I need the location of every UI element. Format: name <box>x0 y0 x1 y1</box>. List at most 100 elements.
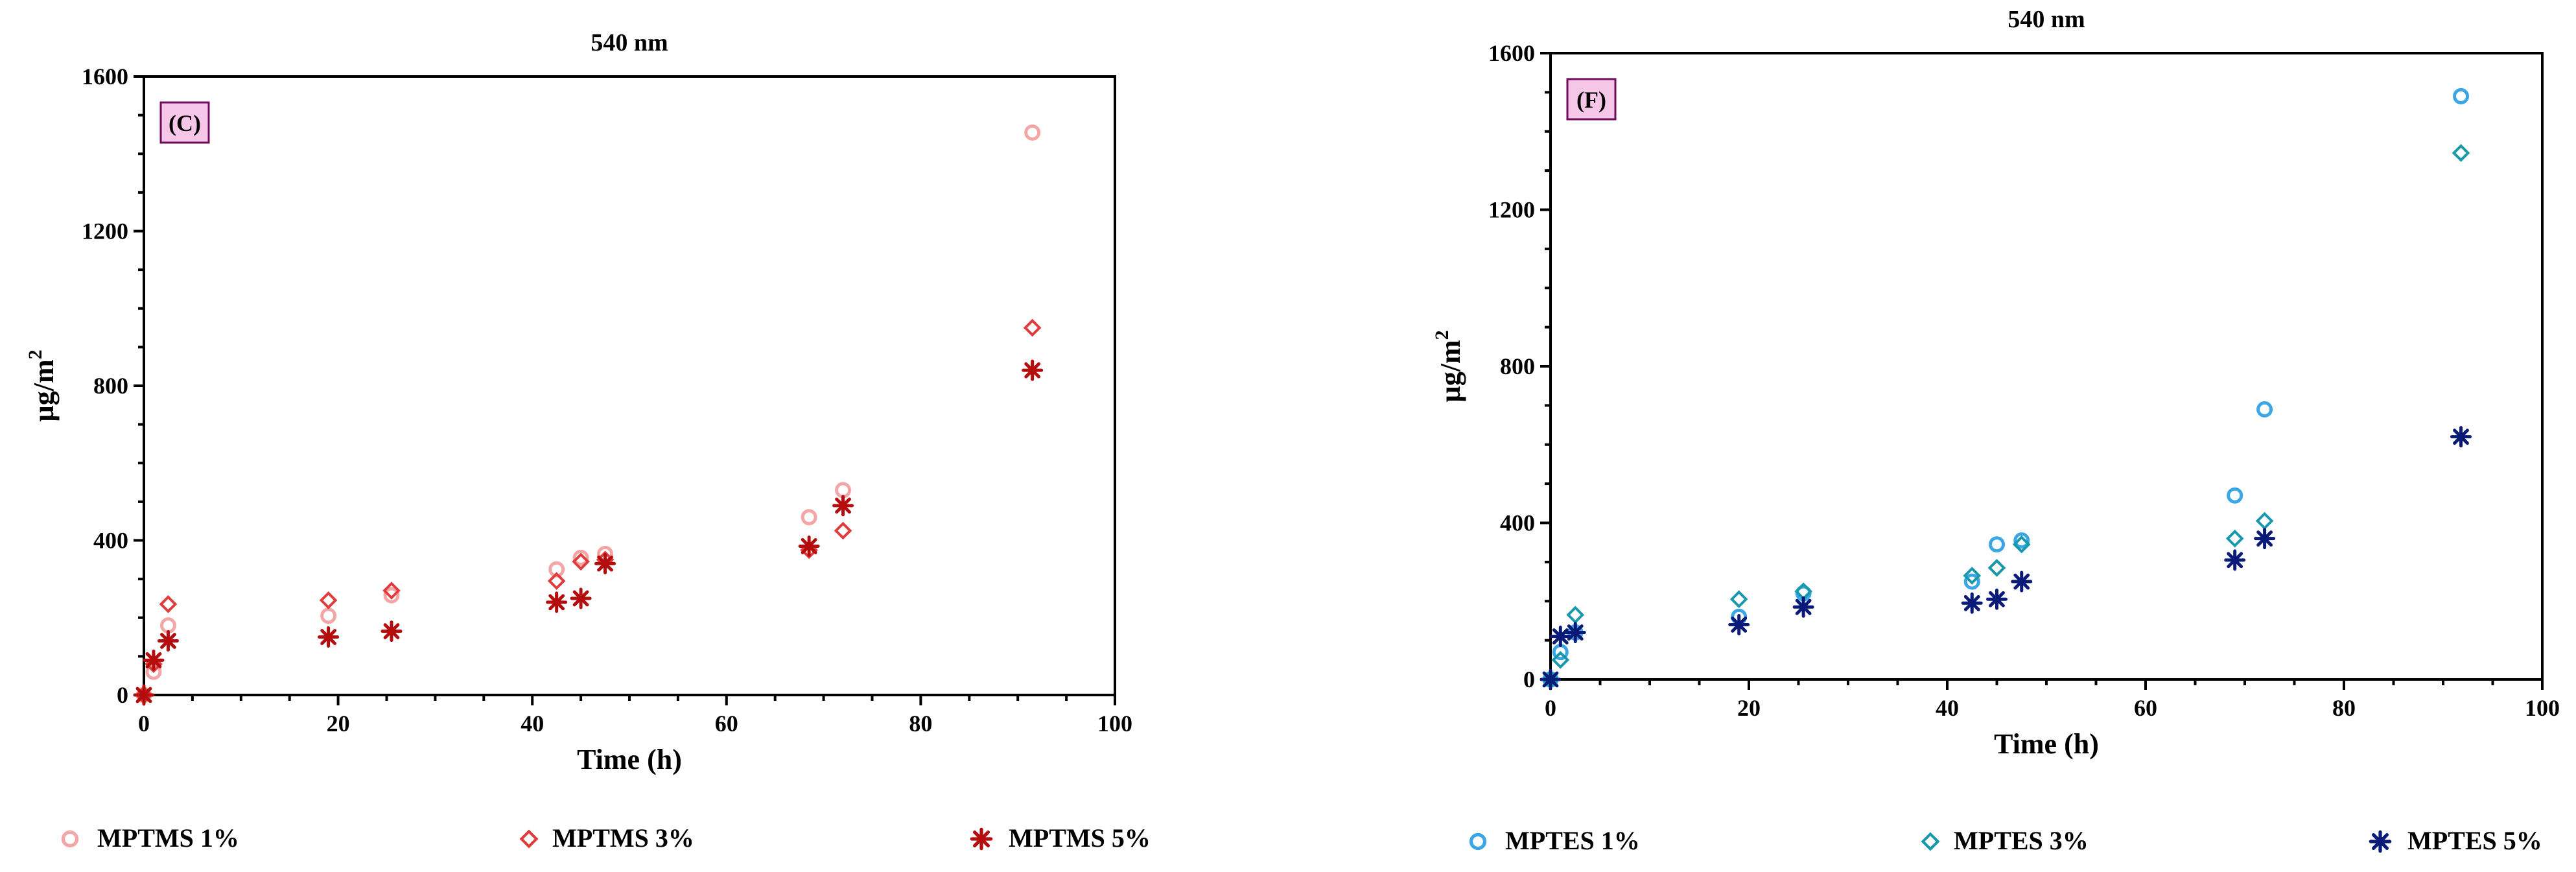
y-tick-label-f: 0 <box>1523 666 1535 692</box>
series-f-2 <box>1540 426 2472 690</box>
data-point-asterisk <box>1564 622 1586 644</box>
data-point-circle <box>2013 532 2030 549</box>
data-point-asterisk <box>570 587 592 609</box>
y-tick-label-c: 0 <box>117 682 128 708</box>
data-point-diamond <box>1023 318 1042 337</box>
legend-marker-f-0 <box>1469 832 1487 851</box>
data-point-asterisk <box>1022 359 1044 381</box>
data-point-asterisk <box>1540 668 1562 690</box>
data-point-diamond <box>382 582 401 600</box>
y-axis-label-c: µg/m2 <box>25 349 60 421</box>
data-point-circle <box>2453 88 2470 104</box>
legend-marker-c-1 <box>519 829 539 849</box>
y-axis-label-f: µg/m2 <box>1431 330 1466 402</box>
data-point-diamond <box>1551 650 1570 669</box>
data-point-asterisk <box>1792 596 1814 618</box>
x-axis-label-c: Time (h) <box>577 744 682 775</box>
data-point-asterisk <box>1549 626 1571 648</box>
chart-panel-c: 540 nm 0 400 800 1200 1600 0 20 40 60 80 100 Time (h… <box>25 29 1151 853</box>
data-point-circle <box>801 509 817 526</box>
data-point-asterisk <box>381 620 403 642</box>
data-point-asterisk <box>798 535 820 557</box>
series-c-2 <box>133 359 1044 706</box>
data-point-asterisk <box>1986 588 2008 610</box>
x-tick-label-f: 0 <box>1545 695 1556 721</box>
data-point-circle <box>383 587 400 604</box>
legend-label-c-1: MPTMS 3% <box>552 823 694 853</box>
data-point-diamond <box>834 521 852 540</box>
data-point-asterisk <box>143 649 165 671</box>
legend-label-c-0: MPTMS 1% <box>97 823 239 853</box>
legend-marker-f-1 <box>1921 832 1940 851</box>
y-axis-label-text-c: µg/m <box>28 359 60 421</box>
data-point-asterisk <box>1728 613 1750 635</box>
x-tick-label-c: 80 <box>909 711 932 736</box>
y-axis-label-text-f: µg/m <box>1434 340 1466 402</box>
data-point-asterisk <box>2450 426 2472 448</box>
y-tick-label-c: 1600 <box>82 64 128 89</box>
x-tick-label-c: 40 <box>521 711 544 736</box>
data-point-diamond <box>2225 529 2244 548</box>
data-point-asterisk <box>157 630 179 652</box>
x-tick-label-c: 60 <box>715 711 738 736</box>
data-point-diamond <box>547 572 566 590</box>
data-point-diamond <box>2012 535 2031 554</box>
data-point-asterisk <box>594 552 616 574</box>
legend-label-c-2: MPTMS 5% <box>1009 823 1151 853</box>
data-point-circle <box>2227 487 2243 504</box>
y-tick-label-c: 800 <box>93 373 128 399</box>
data-point-circle <box>548 561 565 578</box>
y-tick-label-f: 1200 <box>1488 197 1535 223</box>
x-tick-label-f: 60 <box>2134 695 2157 721</box>
legend-label-f-2: MPTES 5% <box>2407 826 2542 855</box>
data-point-diamond <box>1963 567 1982 585</box>
x-axis-label-f: Time (h) <box>1994 728 2099 760</box>
chart-panel-f: 540 nm 0 400 800 1200 1600 0 20 40 60 80 100 Time (h… <box>1431 6 2560 855</box>
panel-label-box-f <box>1566 78 1617 121</box>
panel-label-box-c <box>159 101 210 144</box>
x-tick-label-f: 40 <box>1936 695 1959 721</box>
legend-marker-c-0 <box>61 830 79 848</box>
data-point-asterisk <box>2254 528 2276 550</box>
legend-marker-c-2 <box>970 827 993 851</box>
x-tick-label-f: 80 <box>2332 695 2356 721</box>
data-point-asterisk <box>133 684 155 706</box>
y-tick-label-f: 400 <box>1500 510 1535 536</box>
y-tick-label-f: 1600 <box>1488 40 1535 66</box>
y-tick-label-f: 800 <box>1500 353 1535 379</box>
chart-title-c: 540 nm <box>591 29 668 56</box>
data-point-circle <box>1989 536 2005 553</box>
data-point-circle <box>2256 401 2273 418</box>
data-point-asterisk <box>546 591 568 613</box>
legend-label-f-0: MPTES 1% <box>1505 826 1640 855</box>
data-point-asterisk <box>2224 549 2246 571</box>
chart-title-f: 540 nm <box>2008 6 2085 33</box>
data-point-diamond <box>1987 559 2006 577</box>
data-point-circle <box>1024 124 1041 141</box>
data-point-asterisk <box>318 626 340 648</box>
x-tick-label-f: 100 <box>2525 695 2560 721</box>
legend-marker-f-2 <box>2369 830 2392 853</box>
y-tick-label-c: 400 <box>93 528 128 554</box>
data-point-diamond <box>159 595 178 613</box>
x-tick-label-c: 100 <box>1097 711 1132 736</box>
data-point-diamond <box>572 552 590 571</box>
data-point-diamond <box>1729 590 1748 609</box>
data-point-circle <box>320 607 337 624</box>
panel-label-c: (C) <box>169 110 201 136</box>
y-axis-label-superscript-f: 2 <box>1431 330 1453 340</box>
x-tick-label-c: 0 <box>138 711 150 736</box>
data-point-circle <box>572 549 589 566</box>
legend-label-f-1: MPTES 3% <box>1954 826 2089 855</box>
data-point-diamond <box>2452 144 2470 162</box>
y-tick-label-c: 1200 <box>82 218 128 244</box>
y-axis-label-superscript-c: 2 <box>25 349 46 359</box>
data-point-circle <box>1963 573 1980 590</box>
panel-label-f: (F) <box>1576 87 1606 113</box>
data-point-asterisk <box>2011 571 2033 593</box>
data-point-diamond <box>319 591 338 609</box>
x-tick-label-c: 20 <box>327 711 350 736</box>
data-point-asterisk <box>832 495 854 517</box>
